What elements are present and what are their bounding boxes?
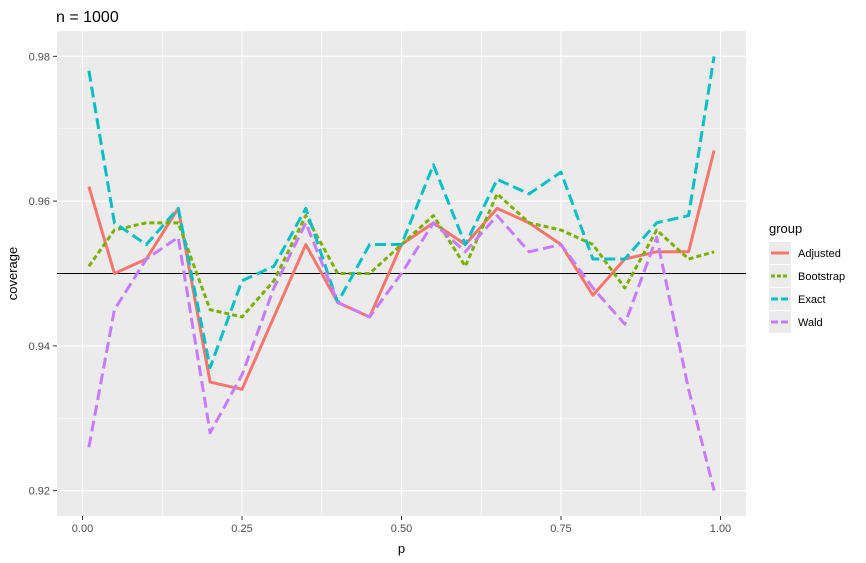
y-tick-label: 0.92 (29, 486, 50, 498)
series-line-wald (87, 214, 716, 492)
legend-label-bootstrap: Bootstrap (798, 271, 845, 283)
series-layer (87, 56, 716, 492)
legend-title: group (769, 221, 802, 236)
chart-title: n = 1000 (56, 9, 119, 26)
x-tick-label: 0.50 (391, 523, 412, 535)
legend: group Adjusted Bootstrap Exact Wald (769, 221, 845, 333)
x-tick-label: 0.00 (72, 523, 93, 535)
legend-label-adjusted: Adjusted (798, 248, 841, 260)
y-axis-ticks: 0.92 0.94 0.96 0.98 (29, 51, 57, 498)
x-axis-ticks: 0.00 0.25 0.50 0.75 1.00 (72, 516, 731, 535)
x-tick-label: 1.00 (710, 523, 731, 535)
x-axis-title: p (398, 541, 405, 556)
series-line-exact (87, 56, 716, 370)
legend-key-bg (769, 311, 791, 333)
legend-label-exact: Exact (798, 294, 826, 306)
x-tick-label: 0.75 (550, 523, 571, 535)
legend-label-wald: Wald (798, 317, 823, 329)
y-tick-label: 0.96 (29, 196, 50, 208)
y-tick-label: 0.94 (29, 341, 50, 353)
legend-key-bg (769, 288, 791, 310)
y-axis-title: coverage (5, 247, 20, 300)
x-tick-label: 0.25 (231, 523, 252, 535)
y-tick-label: 0.98 (29, 51, 50, 63)
